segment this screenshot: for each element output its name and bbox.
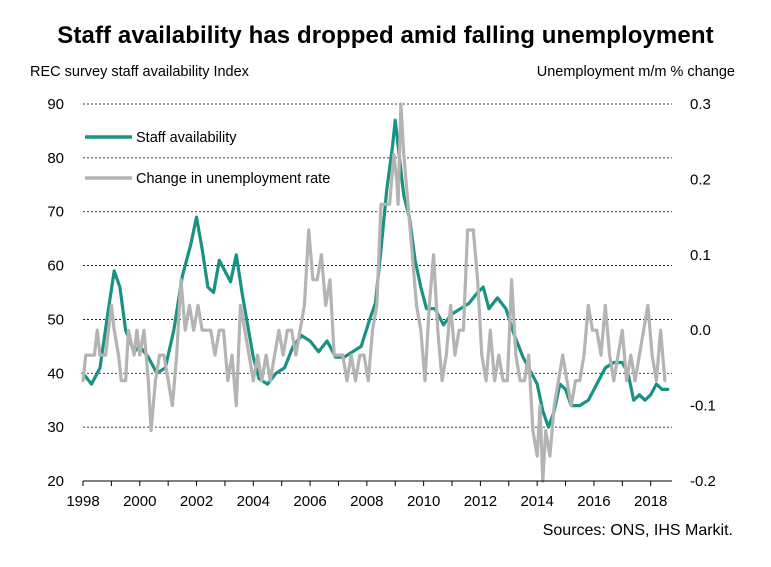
y-tick-label-left: 60 [47, 258, 64, 275]
x-tick-label: 2006 [293, 493, 326, 510]
y-tick-label-left: 90 [47, 96, 64, 113]
right-axis-label: Unemployment m/m % change [536, 64, 735, 80]
x-tick-label: 2008 [350, 493, 383, 510]
x-tick-label: 2016 [577, 493, 610, 510]
y-tick-label-left: 80 [47, 150, 64, 167]
x-tick-label: 2004 [237, 493, 270, 510]
x-tick-label: 2012 [464, 493, 497, 510]
y-tick-label-right: -0.2 [690, 473, 716, 490]
chart-title: Staff availability has dropped amid fall… [57, 22, 714, 49]
y-tick-label-left: 20 [47, 473, 64, 490]
y-tick-label-right: 0.1 [690, 247, 711, 264]
series-line-unemployment-change [81, 102, 667, 483]
y-tick-label-left: 50 [47, 311, 64, 328]
y-tick-label-right: -0.1 [690, 398, 716, 415]
y-tick-label-left: 40 [47, 365, 64, 382]
axes: 90 80 70 60 50 40 30 20 0.3 0.2 0.1 0.0 -0.1 -0.2 1998… [47, 96, 716, 510]
y-tick-label-left: 30 [47, 419, 64, 436]
x-tick-label: 2010 [407, 493, 440, 510]
x-tick-label: 1998 [66, 493, 99, 510]
y-tick-label-right: 0.3 [690, 96, 711, 113]
legend-item-unemployment-change-label: Change in unemployment rate [136, 171, 330, 187]
series-group [81, 102, 670, 483]
y-tick-label-right: 0.0 [690, 322, 711, 339]
y-tick-label-right: 0.2 [690, 171, 711, 188]
legend-item-staff-availability-label: Staff availability [136, 130, 237, 146]
x-tick-label: 2014 [520, 493, 553, 510]
source-note: Sources: ONS, IHS Markit. [542, 522, 733, 539]
x-tick-label: 2000 [123, 493, 156, 510]
x-tick-label: 2018 [634, 493, 667, 510]
y-tick-label-left: 70 [47, 204, 64, 221]
x-tick-label: 2002 [180, 493, 213, 510]
legend: Staff availability Change in unemployment… [85, 130, 330, 187]
left-axis-label: REC survey staff availability Index [30, 64, 249, 80]
